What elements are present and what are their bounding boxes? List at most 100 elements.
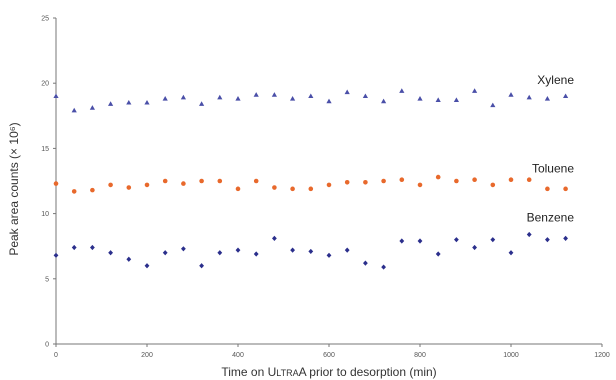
toluene-point — [235, 186, 241, 192]
series-labels: Xylene Toluene Benzene — [527, 73, 575, 224]
benzene-label: Benzene — [527, 210, 575, 224]
y-tick-label: 10 — [41, 211, 49, 218]
toluene-point — [472, 177, 477, 182]
toluene-point — [326, 182, 332, 188]
toluene-point — [381, 178, 386, 184]
toluene-point — [71, 189, 77, 194]
axes — [55, 18, 602, 345]
xylene-point — [71, 107, 77, 113]
toluene-label: Toluene — [532, 162, 574, 176]
benzene-point — [472, 244, 477, 251]
xylene-point — [435, 97, 441, 102]
toluene-point — [545, 186, 550, 192]
toluene-point — [53, 181, 59, 186]
toluene-point — [526, 177, 532, 182]
x-axis-ticks: 0 200 400 600 800 1000 1200 — [54, 344, 610, 359]
benzene-point — [363, 260, 368, 266]
toluene-point — [490, 182, 496, 188]
xylene-point — [362, 93, 368, 99]
y-tick-label: 5 — [45, 276, 49, 283]
toluene-point — [253, 178, 259, 184]
benzene-point — [199, 263, 204, 269]
toluene-point — [126, 185, 132, 190]
x-axis-title: Time on ULTRAA prior to desorption (min) — [221, 365, 436, 379]
toluene-point — [508, 177, 514, 182]
benzene-point — [126, 256, 132, 262]
benzene-point — [454, 237, 459, 243]
xylene-point — [563, 93, 569, 99]
toluene-point — [108, 182, 113, 188]
benzene-point — [53, 252, 59, 258]
benzene-point — [326, 252, 332, 258]
benzene-point — [181, 246, 186, 252]
toluene-point — [181, 181, 186, 186]
toluene-point — [162, 178, 168, 184]
x-tick-label: 0 — [54, 352, 58, 359]
toluene-point — [435, 174, 441, 180]
benzene-point — [308, 248, 314, 255]
benzene-point — [253, 251, 259, 257]
x-tick-label: 1000 — [503, 352, 519, 359]
toluene-point — [199, 178, 204, 184]
benzene-point — [417, 238, 423, 244]
benzene-point — [563, 235, 568, 241]
x-tick-label: 200 — [141, 352, 153, 359]
y-axis-title: Peak area counts (× 10⁶) — [7, 122, 21, 255]
benzene-point — [490, 237, 496, 243]
benzene-point — [162, 250, 168, 256]
y-tick-label: 0 — [45, 342, 49, 349]
x-tick-label: 400 — [232, 352, 244, 359]
xylene-point — [308, 93, 314, 99]
xylene-point — [126, 99, 132, 105]
benzene-point — [290, 247, 295, 253]
benzene-point — [435, 251, 441, 257]
xylene-point — [235, 96, 241, 101]
benzene-point — [508, 250, 514, 256]
xylene-point — [108, 101, 114, 106]
xylene-point — [144, 99, 150, 105]
toluene-point — [290, 186, 295, 192]
benzene-point — [344, 247, 350, 253]
benzene-point — [235, 247, 241, 253]
benzene-point — [545, 237, 550, 243]
benzene-point — [272, 235, 277, 241]
xylene-point — [89, 105, 95, 110]
benzene-point — [381, 264, 386, 270]
benzene-point — [108, 250, 113, 256]
xylene-point — [326, 98, 332, 104]
xylene-point — [544, 96, 550, 101]
xylene-point — [180, 94, 186, 100]
toluene-point — [217, 178, 223, 184]
xylene-point — [399, 88, 405, 93]
x-tick-label: 600 — [323, 352, 335, 359]
toluene-point — [344, 180, 350, 185]
toluene-point — [399, 177, 405, 182]
x-axis-title-part: A prior to desorption (min) — [299, 365, 437, 379]
xylene-point — [271, 92, 277, 97]
benzene-point — [90, 244, 95, 251]
data-points — [53, 88, 569, 270]
benzene-point — [526, 231, 532, 238]
y-tick-label: 25 — [41, 16, 49, 23]
y-tick-label: 15 — [41, 146, 49, 153]
toluene-point — [90, 187, 95, 193]
y-axis-ticks: 0 5 10 15 20 25 — [41, 16, 56, 349]
toluene-point — [363, 180, 368, 185]
toluene-point — [563, 186, 568, 192]
benzene-point — [144, 263, 150, 269]
x-axis-title-smallcaps: LTRA — [276, 368, 298, 378]
xylene-point — [490, 102, 496, 108]
xylene-point — [508, 92, 514, 97]
xylene-point — [253, 92, 259, 97]
xylene-label: Xylene — [537, 73, 574, 87]
benzene-point — [217, 250, 223, 256]
xylene-point — [290, 96, 296, 101]
xylene-point — [526, 94, 532, 100]
xylene-point — [344, 89, 350, 95]
xylene-point — [472, 88, 478, 93]
benzene-point — [71, 244, 77, 251]
xylene-point — [53, 93, 59, 99]
toluene-point — [308, 186, 314, 192]
toluene-point — [454, 178, 459, 184]
